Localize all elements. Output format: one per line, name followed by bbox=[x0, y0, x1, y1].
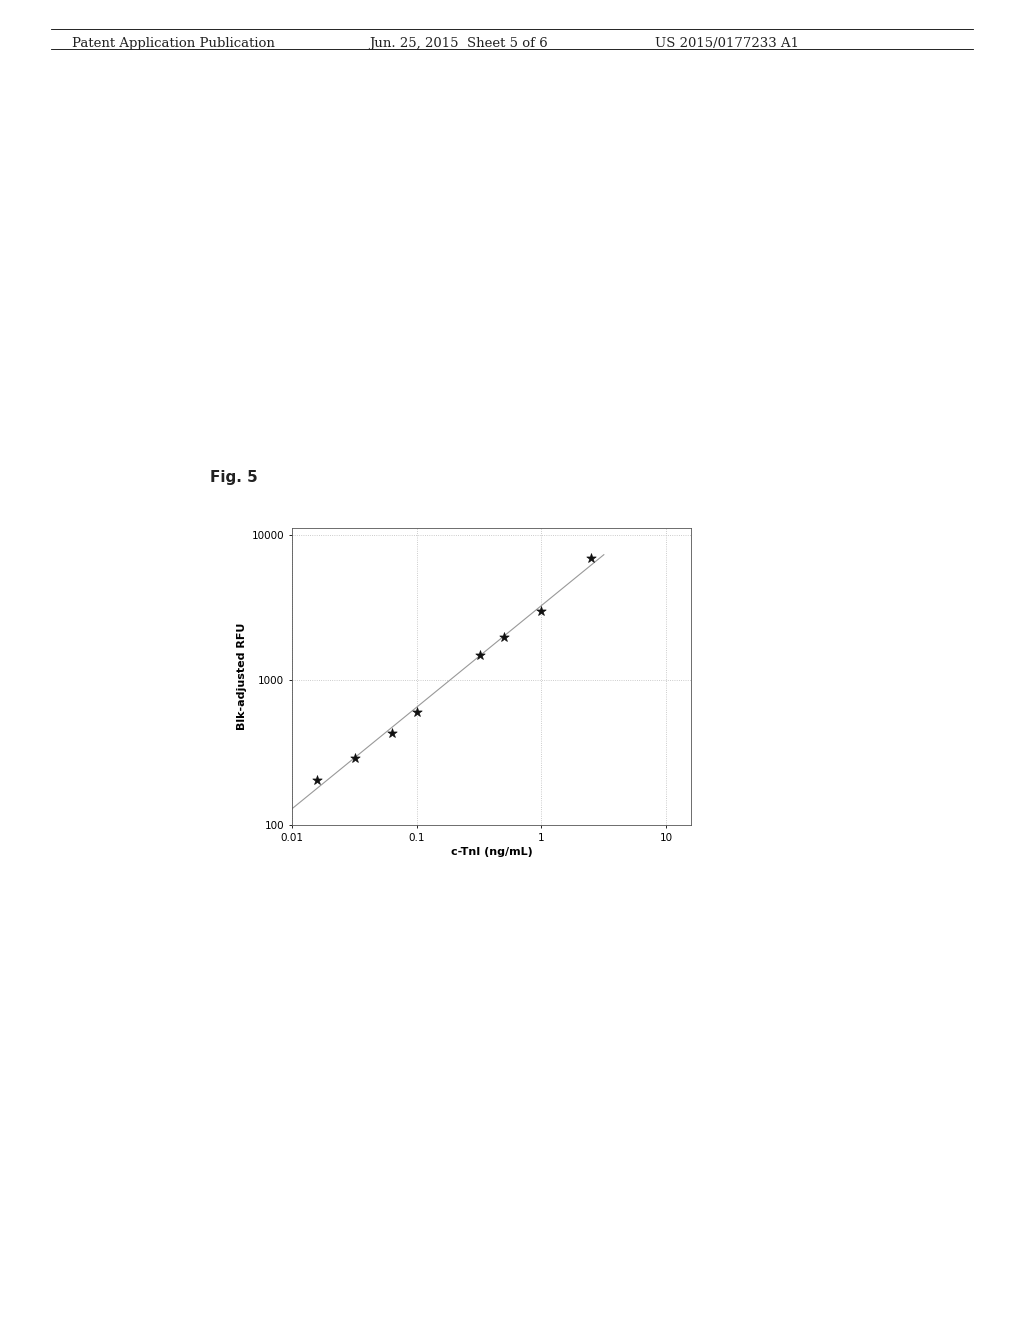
Text: Patent Application Publication: Patent Application Publication bbox=[72, 37, 274, 50]
Point bbox=[534, 601, 550, 622]
Y-axis label: Blk-adjusted RFU: Blk-adjusted RFU bbox=[238, 623, 248, 730]
Point bbox=[409, 702, 425, 723]
Point bbox=[309, 770, 326, 791]
Point bbox=[383, 722, 399, 743]
Point bbox=[583, 546, 599, 568]
Text: US 2015/0177233 A1: US 2015/0177233 A1 bbox=[655, 37, 800, 50]
Point bbox=[496, 626, 512, 647]
Point bbox=[471, 644, 487, 665]
X-axis label: c-TnI (ng/mL): c-TnI (ng/mL) bbox=[451, 847, 532, 857]
Point bbox=[347, 747, 364, 768]
Text: Fig. 5: Fig. 5 bbox=[210, 470, 258, 484]
Text: Jun. 25, 2015  Sheet 5 of 6: Jun. 25, 2015 Sheet 5 of 6 bbox=[369, 37, 548, 50]
